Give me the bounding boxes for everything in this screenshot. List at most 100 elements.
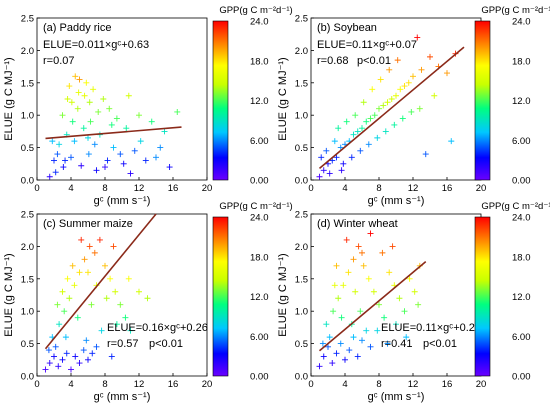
y-tick-label: 2.0 [21,46,34,57]
data-point [51,157,57,164]
data-point [360,99,367,106]
colorbar-tick-label: 24.0 [512,17,531,28]
stats-annotation: ELUE=0.16×gᶜ+0.26 r=0.57 p<0.01 [107,322,208,350]
data-point [329,360,336,367]
data-point [405,79,412,86]
x-tick-label: 16 [442,183,453,194]
scatter-points [46,73,181,180]
x-tick-label: 8 [376,183,381,194]
data-point [371,112,378,119]
stats-annotation: ELUE=0.11×gᶜ+0.28 r=0.41 p<0.01 [381,322,481,350]
colorbar-tick-label: 0.00 [512,176,531,187]
data-point [340,160,347,167]
data-point [107,275,114,282]
data-point [83,337,90,344]
y-tick-label: 2.5 [295,14,308,25]
data-point [370,288,377,295]
data-point [331,138,338,145]
y-tick-label: 0.5 [295,339,308,350]
data-point [323,147,330,154]
data-point [393,92,399,99]
x-tick-label: 20 [202,379,213,390]
data-point [350,131,357,138]
x-axis-label: gᶜ (mm s⁻¹) [94,195,151,207]
y-tick-label: 0.0 [295,176,308,187]
y-tick-label: 2.5 [295,210,308,221]
colorbar-gradient-bar [212,216,229,377]
data-point [102,164,108,171]
data-point [388,96,395,102]
colorbar-title: GPP(g C m⁻²d⁻¹) [219,5,292,16]
data-point [381,314,388,321]
x-tick-label: 12 [134,379,145,390]
data-point [354,353,361,360]
x-tick-label: 20 [202,183,213,194]
colorbar-tick-label: 24.0 [250,17,269,28]
x-tick-label: 8 [376,379,381,390]
data-point [350,334,357,341]
x-tick-label: 0 [308,183,313,194]
data-point [415,301,422,308]
colorbar-tick-label: 24.0 [512,213,531,224]
x-axis-label: gᶜ (mm s⁻¹) [368,195,425,207]
data-point [357,147,364,154]
colorbar-tick-label: 12.0 [512,96,531,107]
data-point [333,154,340,161]
colorbar-tick-label: 12.0 [250,292,269,303]
data-point [72,353,79,360]
colorbar-tick-label: 6.00 [512,136,531,147]
data-point [382,128,389,135]
data-point [348,154,355,161]
data-point [88,301,95,308]
data-point [85,356,91,363]
equation-label: ELUE=0.11×gᶜ+0.07 [317,39,417,51]
data-point [379,249,386,256]
y-tick-label: 1.5 [295,274,308,285]
data-point [85,269,91,276]
data-point [367,115,374,122]
data-point [350,256,357,263]
data-point [142,157,149,164]
colorbar-gradient-bar [212,20,229,181]
y-axis-label: ELUE (g C MJ⁻¹) [277,253,289,336]
data-point [103,295,110,302]
data-point [174,108,181,115]
data-point [123,125,130,132]
x-tick-label: 4 [342,183,347,194]
data-point [62,157,69,164]
data-point [343,236,350,243]
x-tick-label: 20 [476,183,487,194]
data-point [81,256,88,263]
data-point [127,170,134,177]
trend-line [45,126,182,140]
data-point [352,112,359,119]
data-point [113,321,120,328]
data-point [125,275,132,282]
data-point [75,89,82,96]
data-point [406,275,413,282]
data-point [56,141,63,148]
data-point [340,282,347,289]
data-point [410,73,416,80]
x-tick-label: 4 [68,379,73,390]
data-point [384,99,391,106]
data-point [104,157,111,164]
data-point [117,151,124,158]
panel-d: 0 4 8 12 16 20 0.0 0.5 1.0 1.5 2.0 2.5 (d) Winter wh… [277,201,550,403]
y-tick-label: 1.5 [21,274,34,285]
data-point [380,102,387,109]
colorbar-tick-label: 6.00 [512,332,531,343]
data-point [323,321,330,328]
data-point [100,96,107,102]
data-point [384,340,391,347]
data-point [106,105,113,112]
data-point [86,99,93,106]
x-tick-label: 0 [34,379,39,390]
data-point [360,262,367,269]
data-point [320,353,327,360]
data-point [352,288,359,295]
data-point [346,347,353,354]
data-point [81,92,88,99]
stats-annotation: ELUE=0.11×gᶜ+0.07 r=0.68 p<0.01 [317,39,417,67]
x-tick-label: 12 [408,183,419,194]
